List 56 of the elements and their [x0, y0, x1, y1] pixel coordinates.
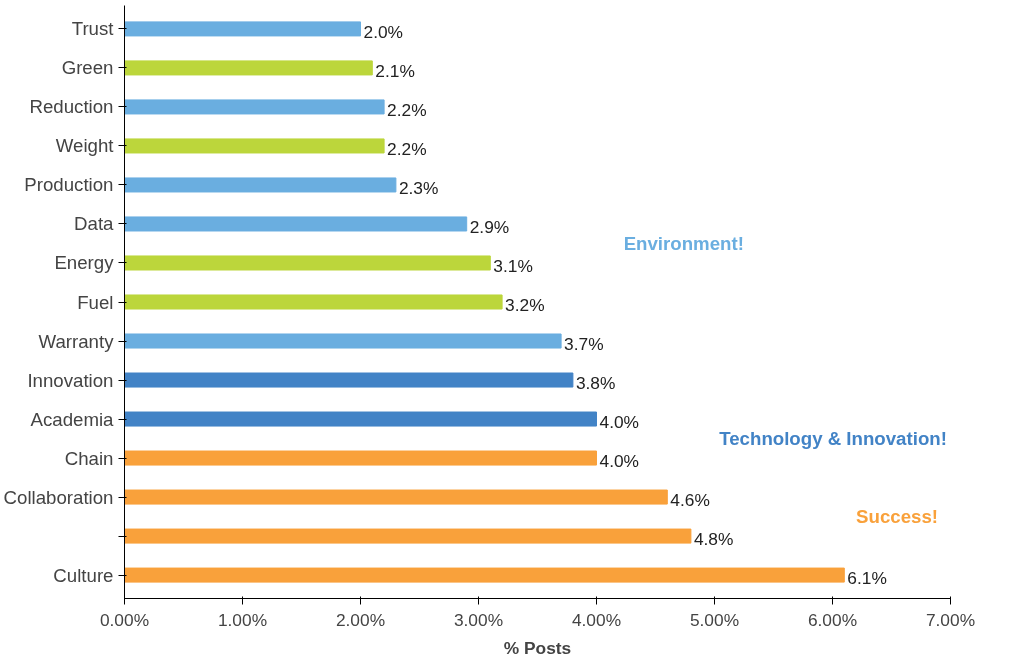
y-tick-label: Fuel: [77, 291, 114, 313]
data-label: 2.0%: [363, 21, 403, 42]
bar: [124, 372, 574, 388]
bar: [124, 21, 361, 37]
bar: [124, 255, 491, 271]
bar: [124, 489, 668, 505]
annotation: Environment!: [623, 232, 744, 254]
x-tick-label: 4.00%: [571, 609, 622, 630]
bar: [124, 567, 845, 583]
annotation: Success!: [856, 506, 939, 528]
bar: [124, 177, 397, 193]
x-tick-label: 5.00%: [689, 609, 740, 630]
data-label: 2.3%: [398, 177, 439, 198]
data-label: 4.0%: [599, 412, 639, 433]
data-label: 3.2%: [505, 295, 545, 315]
bar: [124, 450, 597, 466]
x-tick-label: 2.00%: [335, 609, 386, 630]
y-tick-label: Culture: [53, 564, 114, 586]
y-tick-label: Production: [24, 174, 114, 196]
data-label: 3.8%: [575, 373, 616, 394]
data-label: 3.1%: [493, 255, 533, 276]
y-tick-label: Academia: [30, 408, 115, 430]
y-tick-label: Trust: [71, 18, 115, 40]
data-label: 2.2%: [387, 99, 427, 120]
annotation: Technology & Innovation!: [719, 428, 947, 450]
x-tick-label: 6.00%: [807, 609, 858, 630]
data-label: 3.7%: [564, 334, 604, 355]
y-tick-label: Energy: [54, 252, 115, 274]
x-tick-label: 7.00%: [925, 609, 976, 630]
bar: [124, 294, 503, 310]
data-label: 2.9%: [469, 216, 510, 237]
bar: [124, 138, 385, 154]
x-axis-title: % Posts: [503, 637, 572, 658]
data-label: 6.1%: [847, 568, 887, 589]
y-tick-label: Warranty: [38, 330, 115, 352]
bar: [124, 99, 385, 115]
bar: [124, 60, 373, 76]
y-tick-label: Collaboration: [3, 486, 114, 508]
bar: [124, 216, 468, 232]
data-label: 4.0%: [599, 451, 639, 472]
y-tick-label: Reduction: [29, 96, 114, 118]
y-tick-label: Weight: [55, 135, 115, 157]
x-tick-label: 0.00%: [99, 609, 150, 630]
x-tick-label: 3.00%: [453, 609, 504, 630]
data-label: 2.2%: [387, 138, 427, 159]
x-tick-label: 1.00%: [217, 609, 268, 630]
y-tick-label: Data: [74, 213, 115, 235]
y-tick-label: Innovation: [27, 369, 114, 391]
data-label: 4.6%: [670, 490, 710, 511]
bar: [124, 528, 692, 544]
data-label: 4.8%: [693, 529, 734, 550]
data-label: 2.1%: [375, 60, 415, 81]
bar: [124, 333, 562, 349]
y-tick-label: Chain: [64, 447, 114, 469]
bar: [124, 411, 597, 427]
y-tick-label: Green: [61, 57, 114, 79]
